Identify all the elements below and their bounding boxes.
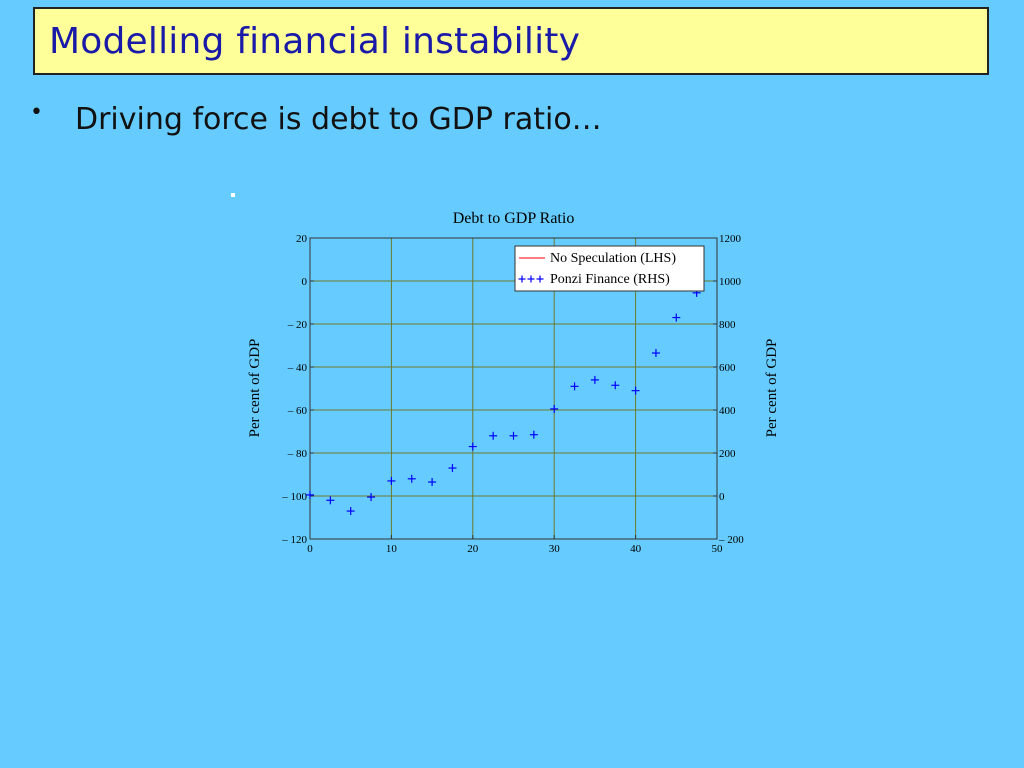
y-tick-label-left: – 100 bbox=[281, 491, 307, 503]
y-tick-label-left: 20 bbox=[296, 233, 308, 245]
slide-speck bbox=[231, 193, 235, 197]
ponzi-finance-point bbox=[651, 349, 660, 358]
ponzi-finance-point bbox=[346, 507, 355, 516]
legend-marker-ponzi-finance bbox=[518, 275, 544, 283]
ponzi-finance-point bbox=[590, 375, 599, 384]
ponzi-finance-point bbox=[407, 474, 416, 483]
ponzi-finance-point bbox=[387, 476, 396, 485]
y-tick-label-left: 0 bbox=[302, 276, 308, 288]
legend-label-ponzi-finance: Ponzi Finance (RHS) bbox=[550, 272, 670, 287]
y-tick-label-left: – 20 bbox=[287, 319, 308, 331]
legend-box bbox=[514, 245, 705, 292]
y-axis-label-left: Per cent of GDP bbox=[247, 339, 263, 438]
x-tick-label: 50 bbox=[712, 543, 724, 555]
y-tick-label-left: – 80 bbox=[287, 448, 308, 460]
ponzi-finance-point bbox=[509, 431, 518, 440]
y-tick-label-left: – 60 bbox=[287, 405, 308, 417]
y-tick-label-right: 0 bbox=[719, 491, 725, 503]
y-tick-label-right: – 200 bbox=[718, 534, 744, 546]
ponzi-finance-point bbox=[306, 490, 314, 499]
x-tick-label: 40 bbox=[630, 543, 642, 555]
x-tick-label: 20 bbox=[467, 543, 479, 555]
x-tick-label: 0 bbox=[307, 543, 313, 555]
bullet-icon: • bbox=[30, 100, 43, 125]
bullet-text: Driving force is debt to GDP ratio… bbox=[75, 102, 602, 137]
ponzi-finance-point bbox=[428, 478, 437, 487]
y-tick-label-right: 1200 bbox=[719, 233, 742, 245]
y-tick-label-right: 800 bbox=[719, 319, 736, 331]
ponzi-finance-point bbox=[448, 464, 457, 473]
slide-title: Modelling financial instability bbox=[49, 21, 581, 62]
y-tick-label-right: 400 bbox=[719, 405, 736, 417]
ponzi-finance-point bbox=[570, 382, 579, 391]
ponzi-finance-point bbox=[489, 431, 498, 440]
slide-title-box: Modelling financial instability bbox=[33, 7, 989, 75]
y-tick-label-left: – 40 bbox=[287, 362, 308, 374]
chart-title: Debt to GDP Ratio bbox=[453, 210, 575, 227]
y-tick-label-right: 1000 bbox=[719, 276, 742, 288]
ponzi-finance-point bbox=[550, 404, 559, 413]
ponzi-finance-point bbox=[529, 430, 538, 439]
ponzi-finance-point bbox=[326, 496, 335, 505]
x-tick-label: 30 bbox=[549, 543, 561, 555]
ponzi-finance-point bbox=[672, 313, 681, 322]
x-tick-label: 10 bbox=[386, 543, 398, 555]
ponzi-finance-point bbox=[611, 381, 620, 390]
y-tick-label-left: – 120 bbox=[281, 534, 307, 546]
y-tick-label-right: 200 bbox=[719, 448, 736, 460]
legend-label-no-speculation: No Speculation (LHS) bbox=[550, 251, 676, 266]
y-tick-label-right: 600 bbox=[719, 362, 736, 374]
ponzi-finance-point bbox=[367, 493, 376, 502]
plot-frame bbox=[309, 237, 718, 540]
ponzi-finance-point bbox=[468, 442, 477, 451]
ponzi-finance-point bbox=[631, 386, 640, 395]
y-axis-label-right: Per cent of GDP bbox=[764, 339, 780, 438]
